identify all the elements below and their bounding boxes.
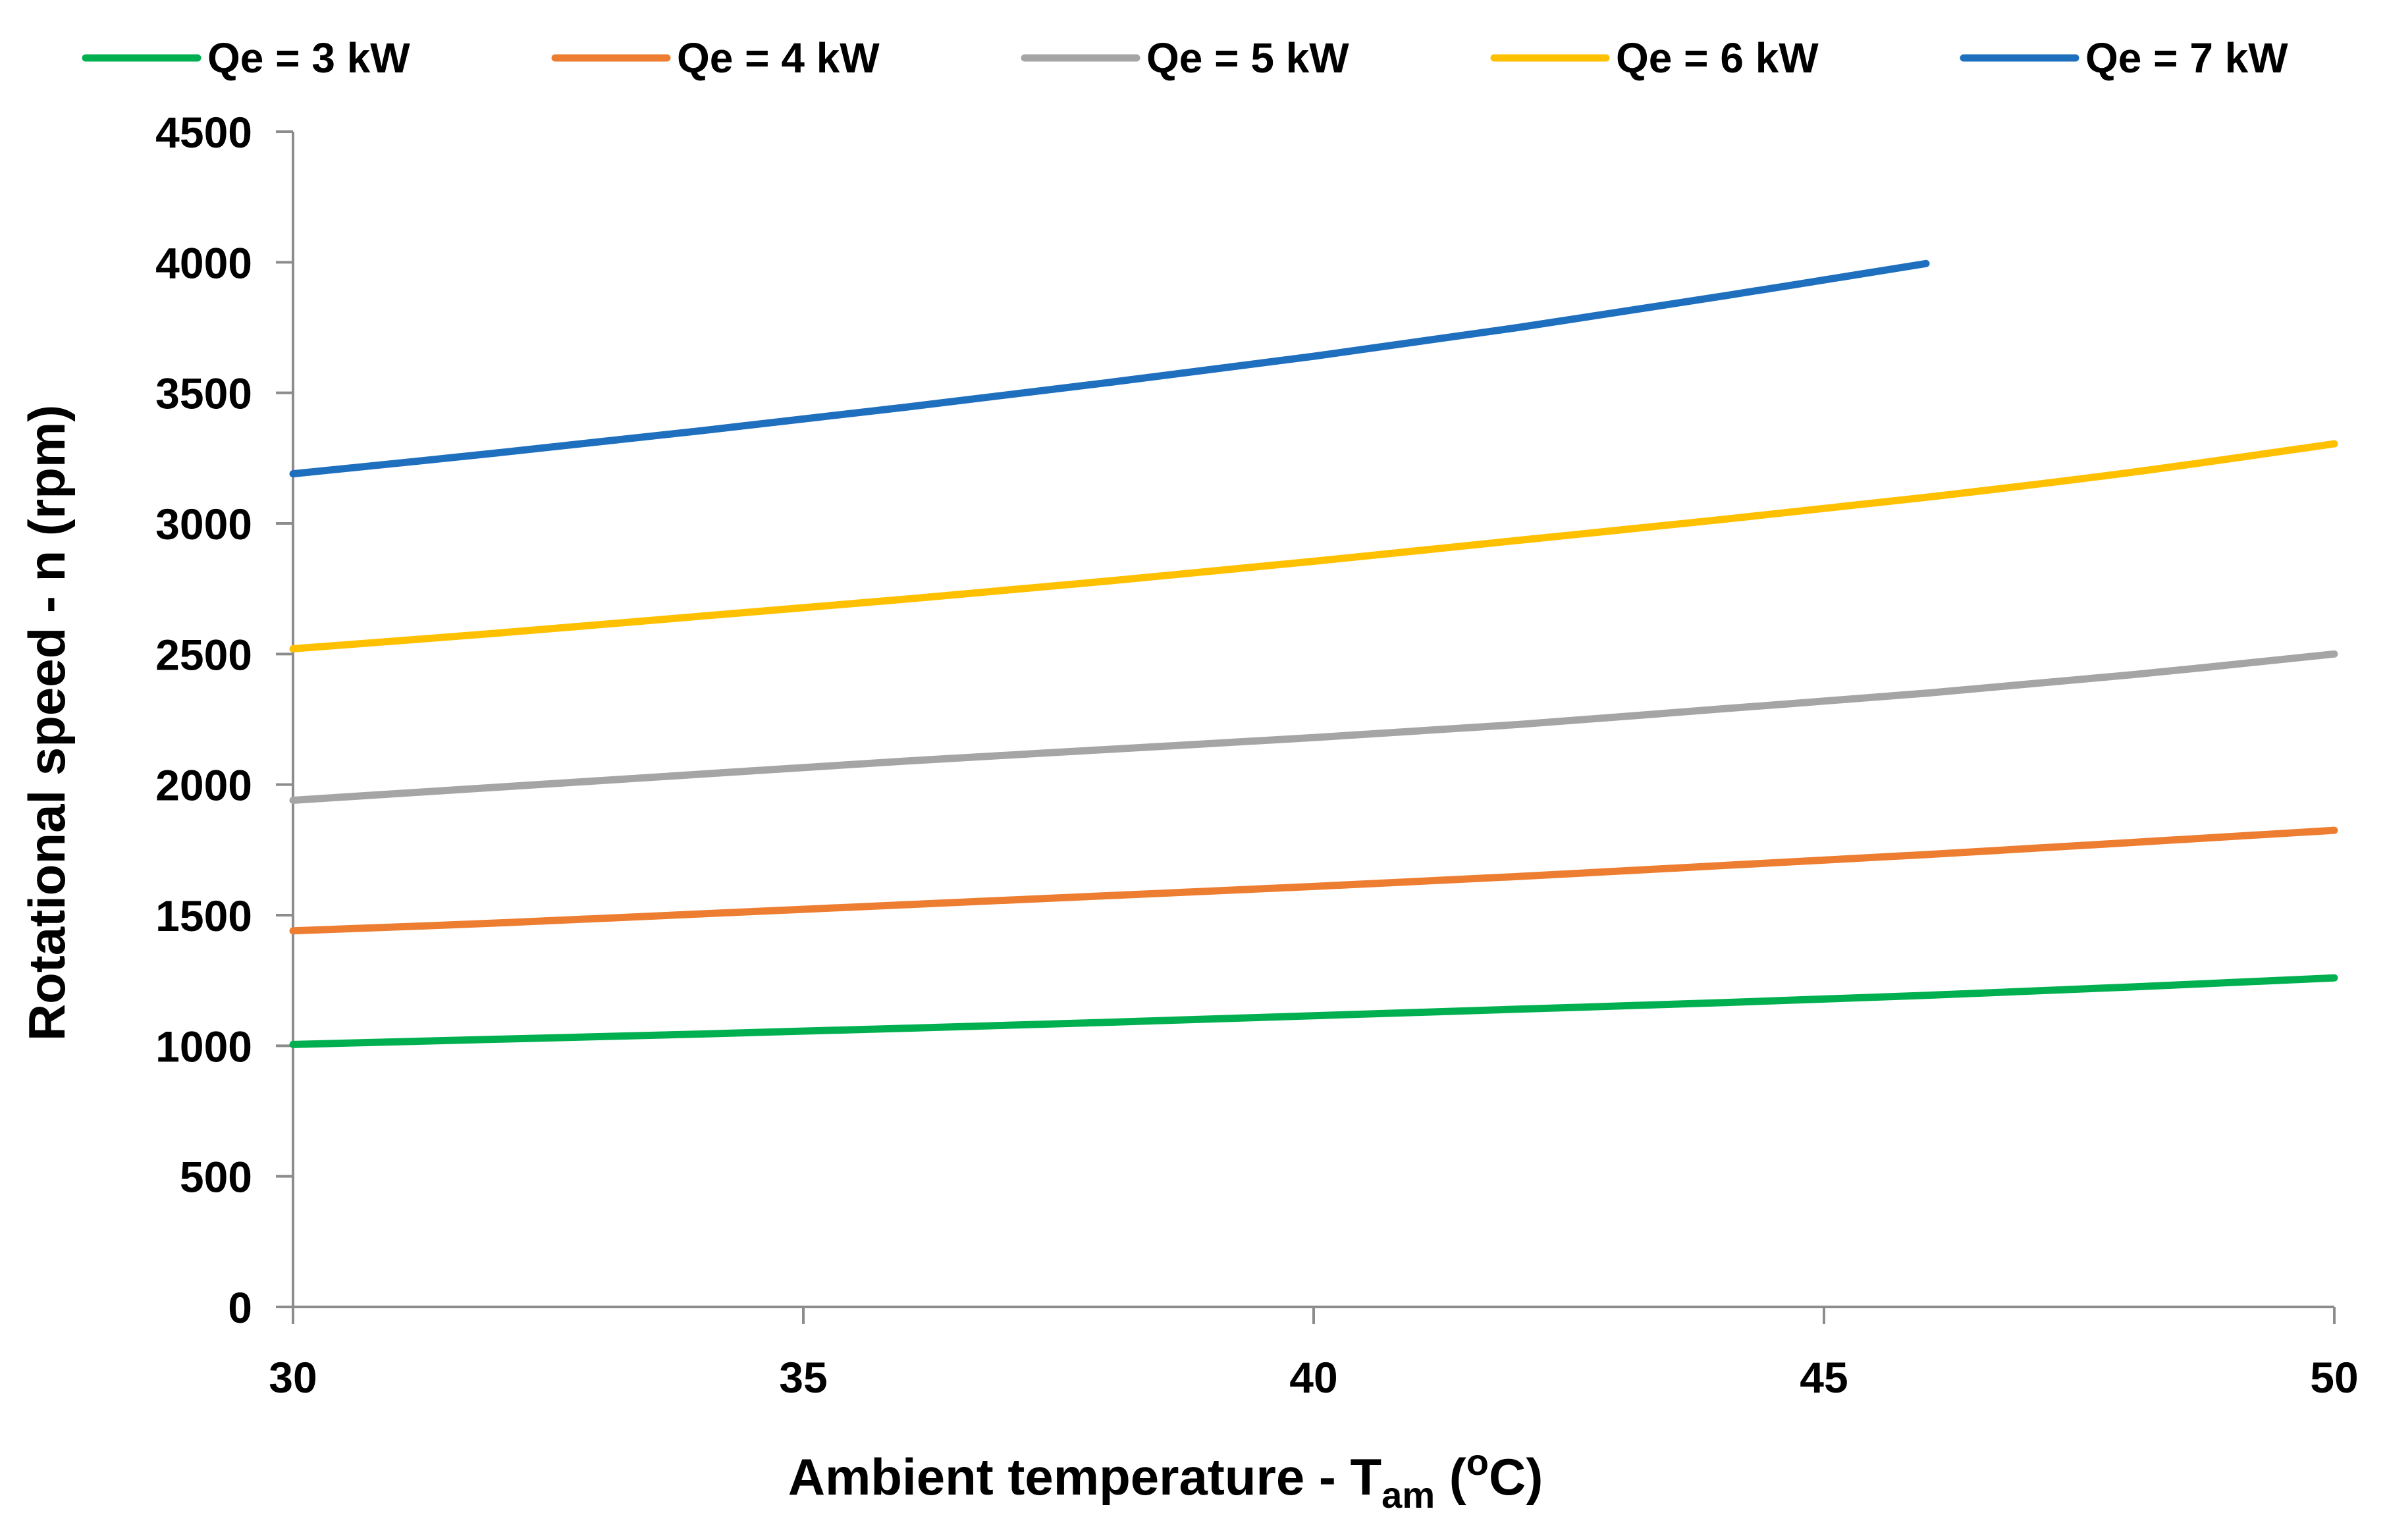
x-axis-title-main: Ambient temperature - T <box>788 1448 1381 1506</box>
series-line-qe-3-kw <box>289 974 2338 1048</box>
legend-label-qe-4-kw: Qe = 4 kW <box>677 34 880 82</box>
legend-label-qe-7-kw: Qe = 7 kW <box>2085 34 2288 82</box>
series-line-qe-5-kw <box>289 650 2338 804</box>
y-tick-label: 2000 <box>155 761 252 810</box>
x-tick-label: 50 <box>2310 1353 2358 1402</box>
series-lines <box>289 259 2338 1048</box>
y-axis-ticks: 0 500 1000 1500 2000 2500 3000 3500 4000 4500 <box>155 108 293 1332</box>
y-tick-label: 3000 <box>155 500 252 548</box>
y-tick-label: 3500 <box>155 369 252 418</box>
legend-label-qe-6-kw: Qe = 6 kW <box>1616 34 1819 82</box>
legend: Qe = 3 kW Qe = 4 kW Qe = 5 kW Qe = 6 kW Qe =… <box>82 34 2288 82</box>
legend-label-qe-3-kw: Qe = 3 kW <box>207 34 410 82</box>
x-axis-title: Ambient temperature - Tam (oC) <box>788 1441 1543 1516</box>
y-tick-label: 1000 <box>155 1022 252 1071</box>
legend-label-qe-5-kw: Qe = 5 kW <box>1146 34 1349 82</box>
series-line-qe-7-kw <box>289 259 1930 478</box>
y-axis-title: Rotational speed - n (rpm) <box>18 405 76 1041</box>
x-axis-title-unit: C) <box>1489 1448 1543 1506</box>
x-tick-label: 40 <box>1289 1353 1337 1402</box>
y-tick-label: 0 <box>228 1283 252 1332</box>
x-axis-title-superscript: o <box>1466 1441 1489 1483</box>
y-tick-label: 4500 <box>155 108 252 157</box>
x-axis-title-open: ( <box>1435 1448 1466 1506</box>
y-tick-label: 1500 <box>155 891 252 940</box>
x-tick-label: 45 <box>1800 1353 1848 1402</box>
x-axis-title-subscript: am <box>1381 1474 1435 1516</box>
x-tick-label: 35 <box>779 1353 827 1402</box>
x-axis-ticks: 30 35 40 45 50 <box>269 1307 2359 1402</box>
x-tick-label: 30 <box>269 1353 317 1402</box>
y-tick-label: 4000 <box>155 238 252 287</box>
y-tick-label: 2500 <box>155 630 252 679</box>
y-tick-label: 500 <box>180 1153 252 1202</box>
series-line-qe-4-kw <box>289 826 2338 935</box>
series-line-qe-6-kw <box>289 440 2338 652</box>
